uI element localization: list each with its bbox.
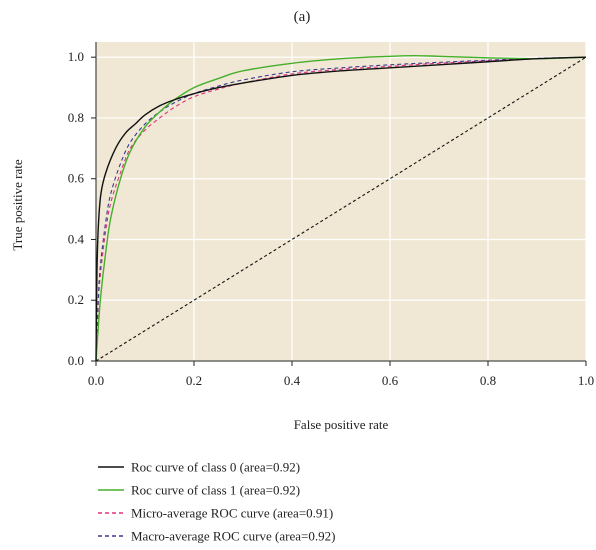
x-tick-labels: 0.0 0.2 0.4 0.6 0.8 1.0 xyxy=(88,373,594,388)
x-tick-label: 0.6 xyxy=(382,373,399,388)
y-tick-label: 0.4 xyxy=(68,231,85,246)
y-tick-label: 1.0 xyxy=(68,49,84,64)
x-tick-label: 1.0 xyxy=(578,373,594,388)
series-layer xyxy=(95,54,587,362)
legend: Roc curve of class 0 (area=0.92) Roc curv… xyxy=(98,460,335,544)
y-tick-label: 0.2 xyxy=(68,292,84,307)
x-tick-label: 0.8 xyxy=(480,373,496,388)
series-line-2 xyxy=(95,56,587,362)
series-line-1 xyxy=(95,54,587,362)
y-axis-title: True positive rate xyxy=(10,159,25,250)
legend-entry: Macro-average ROC curve (area=0.92) xyxy=(131,529,335,544)
x-tick-label: 0.0 xyxy=(88,373,104,388)
plot-background xyxy=(96,42,586,361)
x-tick-label: 0.2 xyxy=(186,373,202,388)
legend-entry: Micro-average ROC curve (area=0.91) xyxy=(131,506,333,521)
series-line-3 xyxy=(95,56,587,362)
legend-entry: Roc curve of class 1 (area=0.92) xyxy=(131,483,300,498)
x-axis-title: False positive rate xyxy=(294,417,389,432)
series-line-0 xyxy=(95,56,587,362)
chance-diagonal-line xyxy=(95,56,587,362)
y-tick-label: 0.8 xyxy=(68,110,84,125)
y-tick-labels: 0.0 0.2 0.4 0.6 0.8 1.0 xyxy=(68,49,85,368)
y-tick-label: 0.0 xyxy=(68,353,84,368)
x-tick-label: 0.4 xyxy=(284,373,301,388)
legend-entry: Roc curve of class 0 (area=0.92) xyxy=(131,460,300,475)
panel-label: (a) xyxy=(294,9,311,25)
y-tick-label: 0.6 xyxy=(68,171,85,186)
